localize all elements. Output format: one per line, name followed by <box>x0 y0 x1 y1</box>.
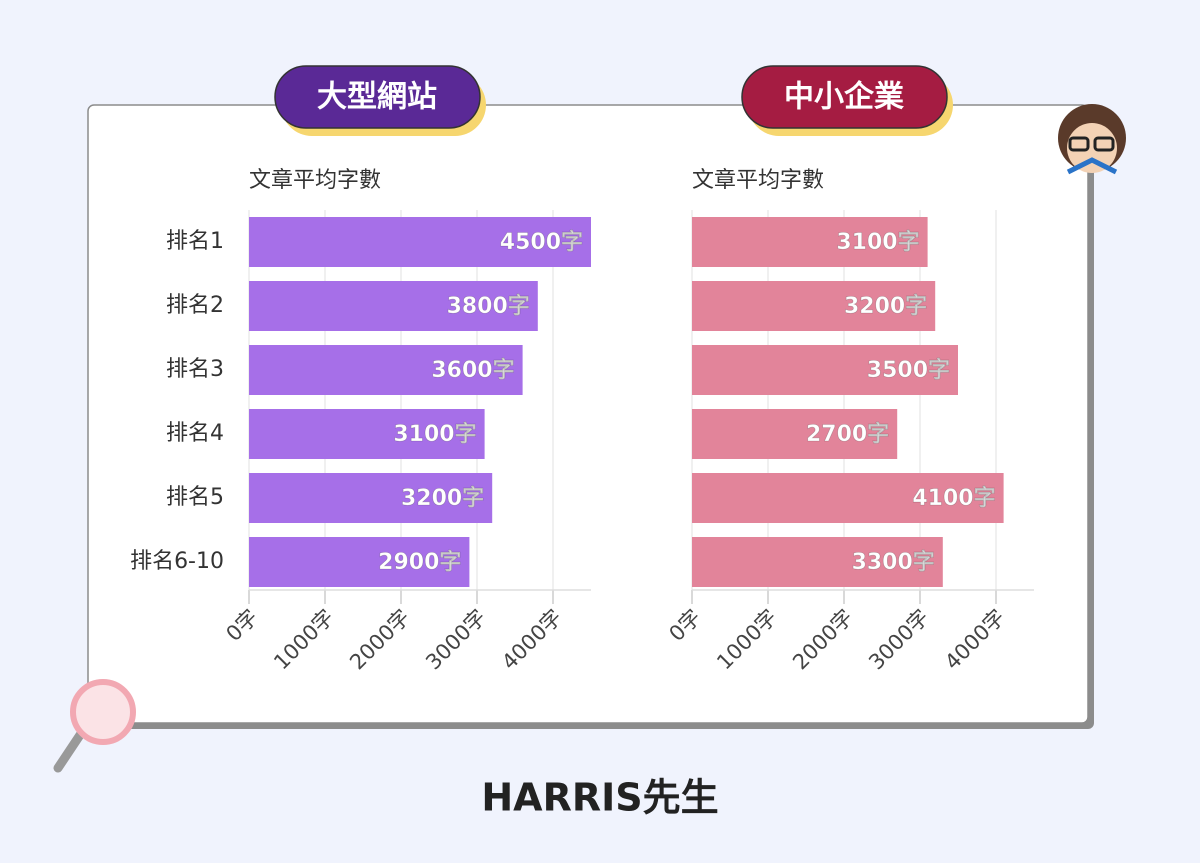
category-label: 排名2 <box>166 293 224 318</box>
badge <box>274 65 481 129</box>
category-label: 排名3 <box>166 357 224 382</box>
bar <box>249 537 470 587</box>
bar <box>692 537 943 587</box>
category-label: 排名5 <box>166 485 224 510</box>
magnifier <box>53 679 136 773</box>
value-label: 3500字 <box>867 357 950 383</box>
value-label: 3800字 <box>447 293 530 319</box>
category-label: 排名4 <box>166 421 224 446</box>
value-label: 3100字 <box>836 229 919 255</box>
value-label: 3600字 <box>431 357 514 383</box>
bar <box>692 217 928 267</box>
bar <box>692 473 1004 523</box>
value-label: 2900字 <box>378 549 461 575</box>
chart-title: 中小企業 <box>784 80 904 115</box>
value-label: 3200字 <box>401 485 484 511</box>
value-label: 3200字 <box>844 293 927 319</box>
value-label: 3100字 <box>393 421 476 447</box>
value-label: 4500字 <box>500 229 583 255</box>
badge <box>741 65 948 129</box>
bar <box>249 281 538 331</box>
avatar <box>1058 104 1126 175</box>
bar <box>249 345 523 395</box>
bar <box>249 473 493 523</box>
category-label: 排名1 <box>166 229 224 254</box>
value-label: 4100字 <box>912 485 995 511</box>
subtitle: 文章平均字數 <box>692 168 824 193</box>
category-label: 排名6-10 <box>130 549 224 574</box>
subtitle: 文章平均字數 <box>249 168 381 193</box>
value-label: 3300字 <box>852 549 935 575</box>
bar <box>249 409 485 459</box>
brand: HARRIS先生 <box>481 776 718 820</box>
value-label: 2700字 <box>806 421 889 447</box>
chart-title: 大型網站 <box>317 80 437 115</box>
bar <box>249 217 591 267</box>
bar <box>692 345 958 395</box>
bar <box>692 281 936 331</box>
bar <box>692 409 898 459</box>
